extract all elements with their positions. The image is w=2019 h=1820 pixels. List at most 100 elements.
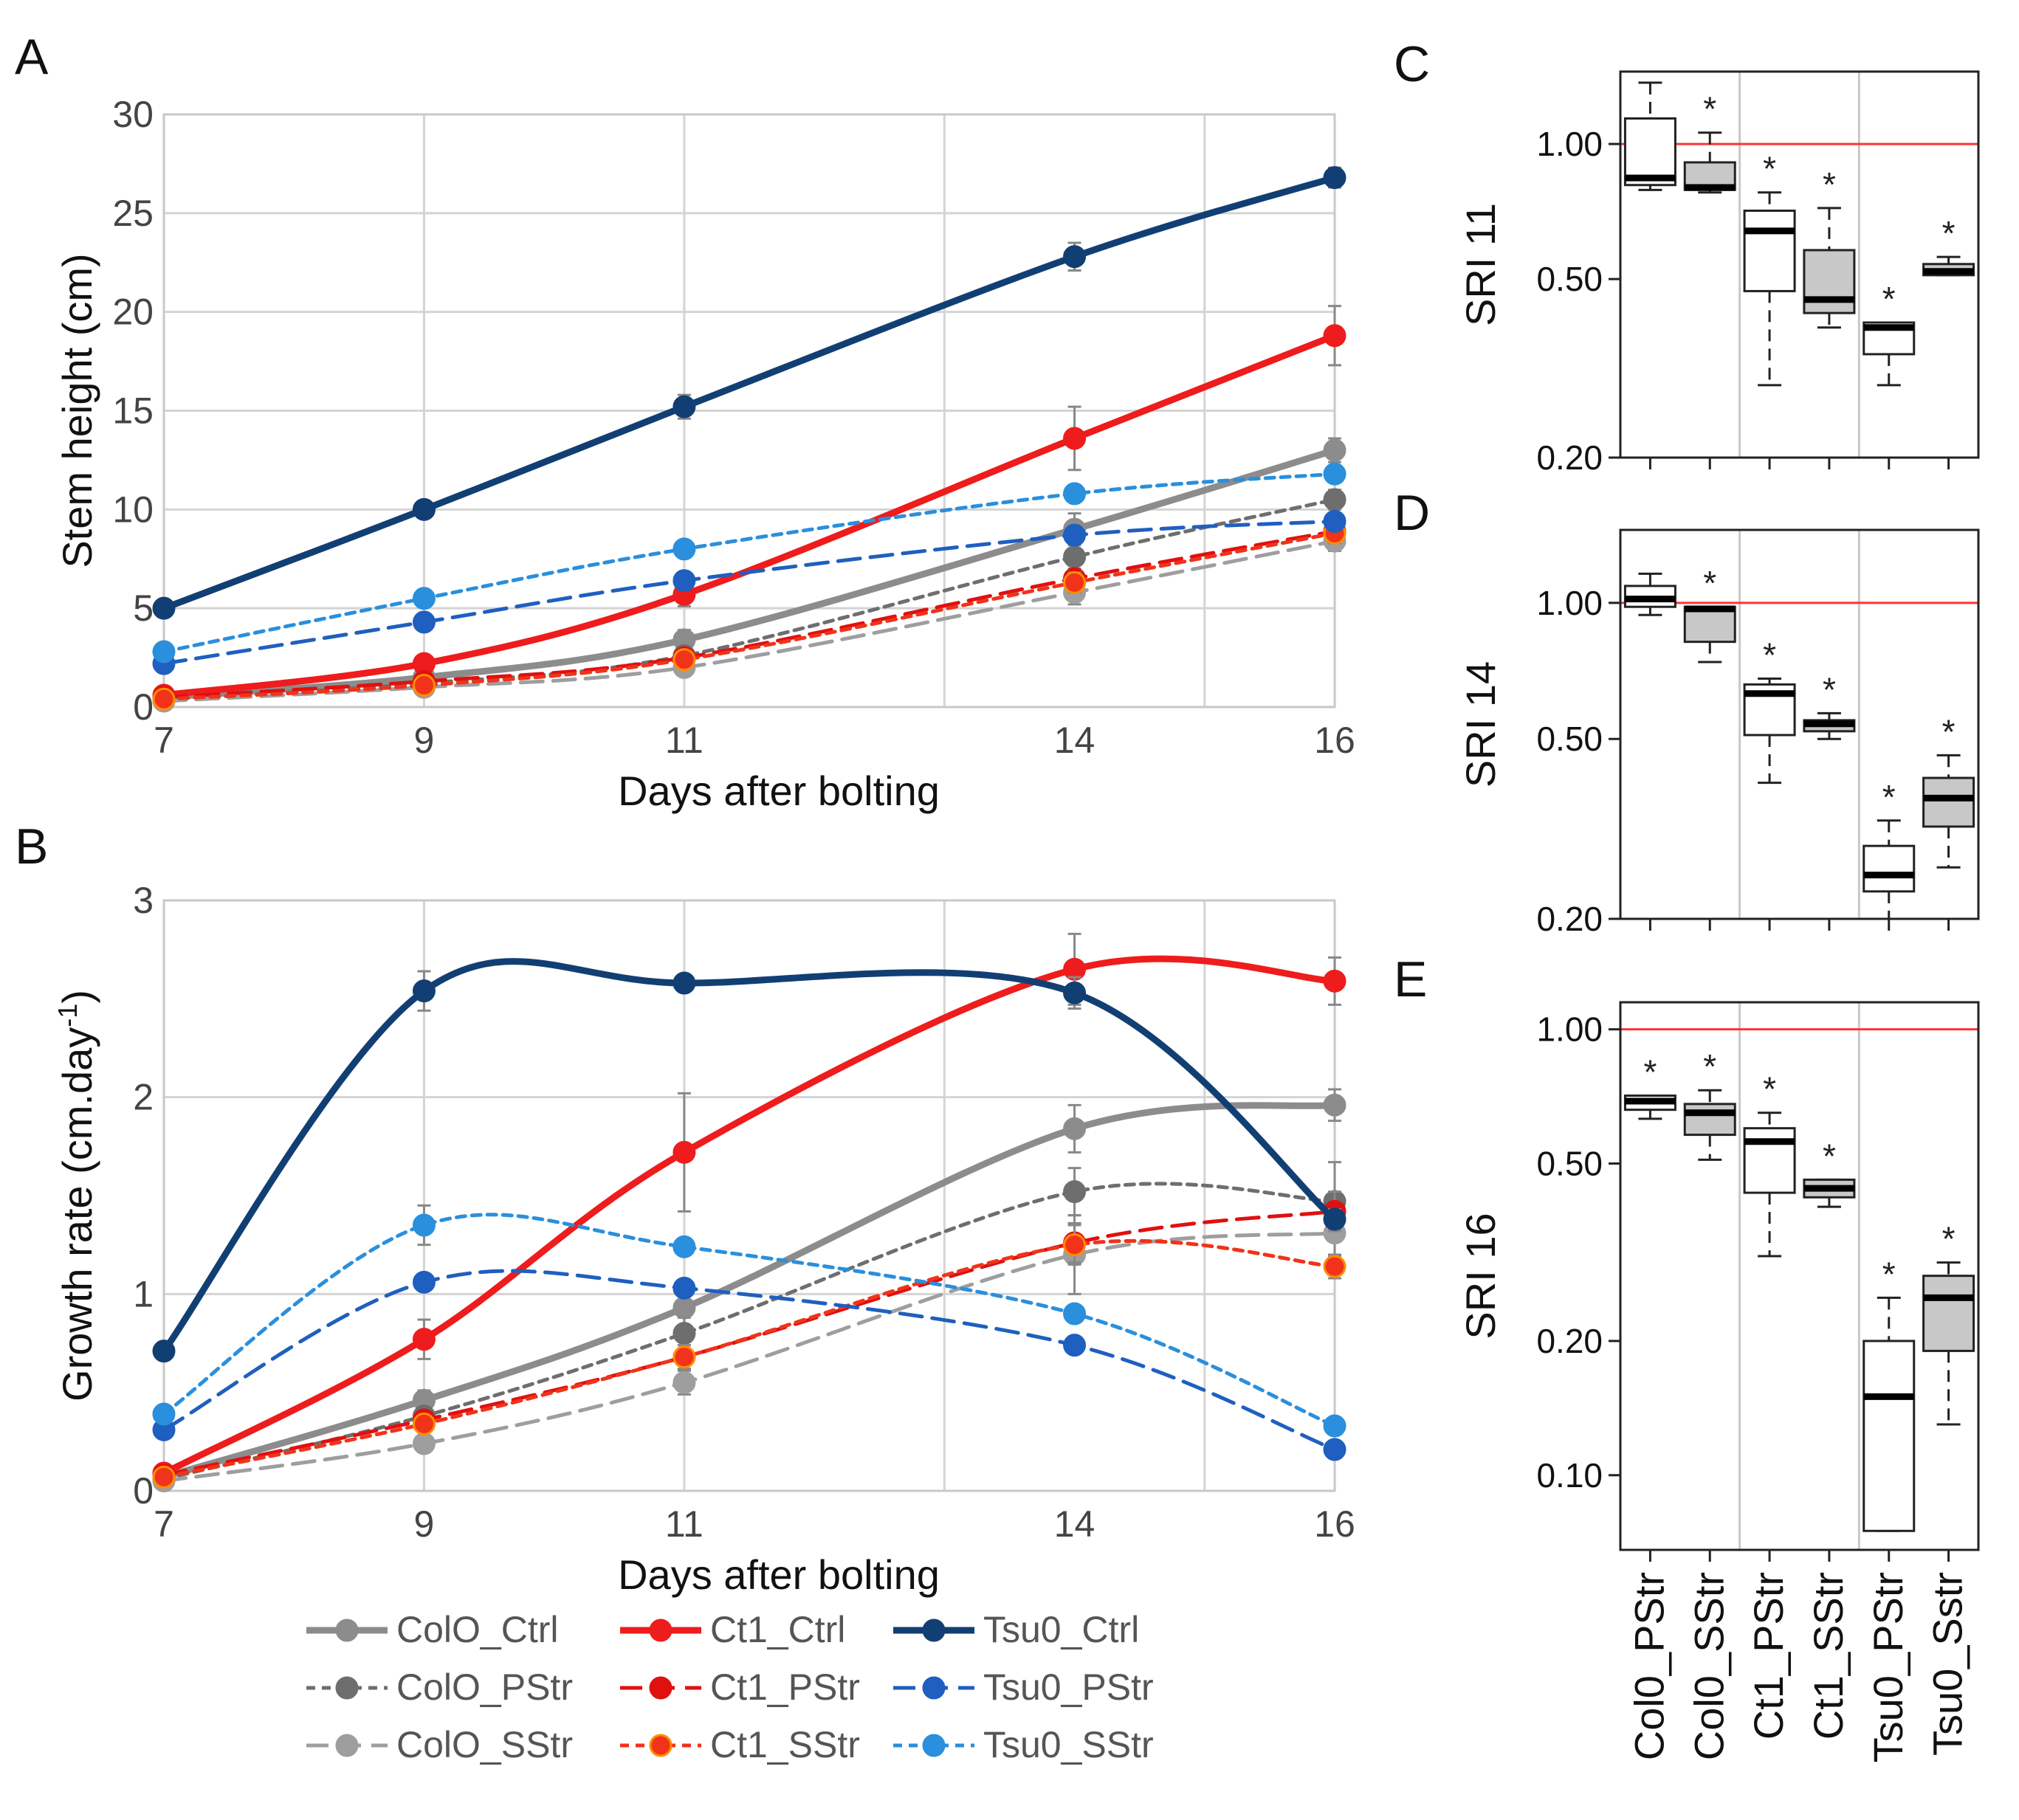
legend-swatch-marker	[649, 1676, 673, 1700]
box-Tsu0_PStr: *	[1862, 778, 1916, 931]
legend-item-ColO_SStr: ColO_SStr	[306, 1724, 573, 1765]
x-tick-label: Col0_SStr	[1685, 1572, 1732, 1760]
y-tick-label: 15	[112, 390, 154, 432]
plot-area-border	[1619, 1001, 1980, 1551]
significance-star: *	[1763, 150, 1776, 188]
series-line	[160, 958, 1338, 1355]
legend-item-Tsu0_PStr: Tsu0_PStr	[893, 1666, 1154, 1708]
y-tick-label: 5	[133, 587, 154, 629]
y-tick-label: 1.00	[1536, 1010, 1603, 1049]
data-point	[1323, 1255, 1346, 1278]
x-tick-label: 11	[665, 1503, 704, 1545]
y-tick-label: 0.10	[1536, 1456, 1603, 1495]
data-point	[673, 537, 696, 561]
legend: ColO_Ctrl Ct1_Ctrl Tsu0_Ctrl ColO_PStr Ct1_P…	[306, 1609, 1154, 1765]
series-Tsu0_Ctrl	[152, 166, 1346, 620]
significance-star: *	[1763, 635, 1776, 674]
series-Tsu0_SStr	[152, 462, 1346, 663]
box-iqr	[1862, 1340, 1916, 1532]
data-point	[1323, 969, 1346, 993]
data-point	[673, 395, 696, 418]
x-tick-label: 9	[414, 1503, 435, 1545]
significance-star: *	[1882, 280, 1896, 318]
series-line	[160, 1101, 1338, 1481]
data-point	[1323, 509, 1346, 533]
data-point	[412, 1270, 436, 1294]
box-iqr	[1922, 1275, 1975, 1352]
legend-swatch-marker	[335, 1619, 359, 1642]
box-Col0_PStr	[1623, 81, 1676, 469]
legend-label: Ct1_SStr	[710, 1724, 860, 1765]
x-tick-label: 9	[414, 720, 435, 761]
y-tick-label: 0.50	[1536, 720, 1603, 758]
significance-star: *	[1703, 90, 1716, 128]
panel-d: D 0.20 0.50 1.00 SRI 14 * * * * *	[1394, 485, 1980, 938]
data-point	[1323, 1438, 1346, 1461]
series-line	[162, 529, 1337, 700]
significance-star: *	[1882, 1255, 1896, 1293]
data-point	[412, 674, 436, 697]
legend-swatch-marker	[335, 1676, 359, 1700]
data-point	[673, 1140, 696, 1164]
box-Col0_PStr	[1623, 572, 1676, 931]
y-tick-label: 1.00	[1536, 584, 1603, 622]
x-axis-title: Days after bolting	[618, 1551, 940, 1598]
legend-label: ColO_Ctrl	[396, 1609, 558, 1650]
data-point	[152, 640, 176, 663]
data-point	[412, 1412, 436, 1435]
x-tick-label: Tsu0_PStr	[1865, 1572, 1911, 1762]
data-point	[1063, 1180, 1087, 1204]
panel-letter: B	[15, 818, 48, 875]
series-line	[162, 539, 1337, 703]
series-ColO_SStr	[152, 1208, 1346, 1493]
y-tick-label: 25	[112, 193, 154, 234]
significance-star: *	[1643, 1053, 1657, 1092]
data-point	[1063, 427, 1087, 450]
legend-item-Tsu0_Ctrl: Tsu0_Ctrl	[893, 1609, 1139, 1650]
y-tick-label: 1	[133, 1273, 154, 1314]
box-Ct1_SStr: *	[1803, 165, 1856, 469]
series-line	[162, 472, 1337, 654]
panel-letter: D	[1394, 485, 1430, 541]
series-Ct1_PStr	[152, 1190, 1346, 1487]
x-tick-label: Tsu0_Sstr	[1925, 1572, 1971, 1756]
data-point	[1063, 1334, 1087, 1357]
plot-area-border	[1619, 528, 1980, 920]
legend-label: Tsu0_Ctrl	[983, 1609, 1139, 1650]
series-Ct1_SStr	[152, 1224, 1346, 1489]
x-tick-label: 14	[1054, 720, 1096, 761]
x-tick-label: 7	[154, 720, 174, 761]
data-point	[1063, 482, 1087, 506]
data-point	[1063, 981, 1087, 1004]
series-line	[160, 955, 1338, 1477]
y-tick-label: 0.20	[1536, 438, 1603, 477]
panel-a: A 0 5 10 15 20 25 30 7 9 11 14 16 Days after bolting S…	[15, 29, 1355, 814]
y-axis-title: SRI 16	[1457, 1213, 1504, 1339]
y-tick-label: 0	[133, 1470, 154, 1512]
box-Ct1_SStr: *	[1803, 1137, 1856, 1208]
box-Tsu0_Sstr: *	[1922, 1220, 1975, 1426]
box-iqr	[1743, 210, 1796, 292]
legend-swatch-marker	[922, 1734, 946, 1757]
data-point	[1063, 571, 1087, 594]
data-point	[1063, 1302, 1087, 1326]
y-axis-title: Stem height (cm)	[54, 253, 100, 568]
legend-label: ColO_PStr	[396, 1666, 573, 1708]
series-line	[162, 1238, 1337, 1479]
series-line	[160, 447, 1338, 701]
legend-label: Tsu0_PStr	[983, 1666, 1154, 1708]
box-Ct1_PStr: *	[1743, 150, 1796, 469]
series-Tsu0_PStr	[152, 1269, 1346, 1461]
box-Tsu0_Sstr: *	[1922, 712, 1975, 931]
y-tick-label: 30	[112, 94, 154, 135]
data-point	[152, 596, 176, 620]
data-point	[673, 1345, 696, 1369]
data-point	[673, 971, 696, 995]
legend-item-Ct1_Ctrl: Ct1_Ctrl	[620, 1609, 845, 1650]
data-point	[1063, 1117, 1087, 1140]
data-point	[1323, 462, 1346, 486]
legend-swatch-marker	[649, 1619, 673, 1642]
legend-item-Ct1_SStr: Ct1_SStr	[620, 1724, 860, 1765]
legend-label: Ct1_PStr	[710, 1666, 860, 1708]
